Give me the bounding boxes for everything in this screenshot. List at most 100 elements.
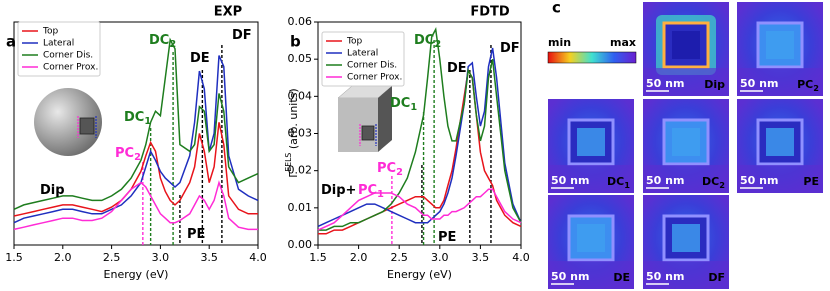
annotation: DC1 — [124, 110, 151, 128]
legend-label: Lateral — [347, 49, 378, 59]
annotation-sub: 2 — [134, 152, 141, 163]
map-label: Dip — [704, 78, 725, 91]
series-line — [317, 188, 522, 231]
map-core — [672, 128, 700, 156]
y-tick-label: 0.04 — [288, 89, 313, 102]
annotation: DE — [447, 61, 467, 76]
x-tick-label: 3.0 — [431, 251, 449, 264]
colorbar-max: max — [610, 36, 636, 49]
map-label-main: Dip — [704, 78, 725, 91]
y-axis-label-sup: EELS — [284, 153, 293, 172]
map-label: DC1 — [607, 175, 630, 190]
series-line — [13, 37, 259, 210]
chart-title: FDTD — [470, 5, 510, 20]
y-axis-label-symbol: Γ — [287, 171, 300, 178]
x-tick-label: 2.0 — [54, 251, 72, 264]
series-line — [13, 55, 259, 224]
x-tick-label: 3.5 — [200, 251, 218, 264]
y-tick-label: 0.03 — [288, 127, 313, 140]
map-core — [577, 224, 605, 252]
chart-title: EXP — [214, 5, 242, 20]
map-core — [577, 128, 605, 156]
annotation-sub: 1 — [377, 189, 384, 200]
eels-map: 50 nm DC1 — [548, 99, 634, 193]
map-core — [672, 224, 700, 252]
x-tick-label: 2.0 — [350, 251, 368, 264]
x-tick-label: 3.0 — [152, 251, 170, 264]
map-label-sub: 2 — [719, 180, 725, 190]
annotation-main: DC — [414, 33, 434, 48]
series-line — [318, 27, 522, 231]
legend-box — [321, 31, 405, 87]
scale-bar-label: 50 nm — [646, 77, 684, 90]
x-tick-label: 4.0 — [512, 251, 530, 264]
legend-label: Lateral — [43, 39, 74, 49]
y-axis-label-rest: (arb. units) — [287, 88, 300, 152]
map-label-main: PC — [797, 78, 813, 91]
map-core — [672, 31, 700, 59]
annotation: DC2 — [414, 33, 441, 51]
cube-inset — [337, 85, 393, 152]
x-tick-label: 1.5 — [309, 251, 327, 264]
eels-map: 50 nm PC2 — [737, 2, 823, 96]
map-frame — [756, 21, 804, 69]
map-label: DE — [613, 271, 630, 284]
legend-label: Corner Prox. — [347, 73, 402, 83]
scale-bar-label: 50 nm — [740, 77, 778, 90]
x-tick-label: 2.5 — [103, 251, 121, 264]
annotation-sub: 1 — [144, 116, 151, 127]
map-label-sub: 1 — [624, 180, 630, 190]
annotation-main: PC — [115, 146, 134, 161]
map-frame — [567, 118, 615, 166]
annotation: DF — [232, 28, 252, 43]
colorbar-min: min — [548, 36, 571, 49]
eels-map: 50 nm PE — [737, 99, 823, 193]
series-line — [317, 47, 522, 228]
map-label: DC2 — [702, 175, 725, 190]
annotation-main: PE — [187, 227, 205, 242]
y-tick-label: 0.06 — [288, 15, 313, 28]
y-tick-label: 0.02 — [288, 164, 313, 177]
eels-map: 50 nm DC2 — [643, 99, 729, 193]
annotation-main: DC — [390, 96, 410, 111]
scale-bar-label: 50 nm — [646, 270, 684, 283]
panel-label: b — [290, 33, 301, 51]
annotation: DC2 — [149, 33, 176, 51]
annotation-main: DE — [447, 61, 467, 76]
x-tick-label: 4.0 — [249, 251, 267, 264]
map-label-main: DC — [607, 175, 624, 188]
sphere-inset — [34, 88, 102, 156]
y-axis-label: ΓEELS (arb. units) — [284, 88, 300, 177]
scale-bar-label: 50 nm — [551, 270, 589, 283]
annotation-main: DC — [149, 33, 169, 48]
map-label: PE — [803, 175, 819, 188]
x-axis-label: Energy (eV) — [387, 268, 452, 281]
annotation: PE — [438, 230, 456, 245]
y-tick-label: 0.05 — [288, 52, 313, 65]
x-tick-label: 3.5 — [472, 251, 490, 264]
colorbar — [547, 51, 637, 64]
annotation: Dip+ — [321, 183, 356, 198]
x-tick-label: 2.5 — [390, 251, 408, 264]
legend-label: Corner Dis. — [43, 51, 93, 61]
annotation-sub: 2 — [434, 39, 441, 50]
legend-box — [17, 21, 101, 77]
scale-bar-label: 50 nm — [551, 174, 589, 187]
map-label-main: DC — [702, 175, 719, 188]
series-line — [13, 180, 258, 231]
map-label-main: DF — [708, 271, 725, 284]
legend-label: Corner Dis. — [347, 61, 397, 71]
legend-label: Top — [42, 27, 58, 37]
map-label: PC2 — [797, 78, 819, 93]
x-axis-label: Energy (eV) — [104, 268, 169, 281]
annotation-main: Dip+ — [321, 183, 356, 198]
annotation: DE — [190, 51, 210, 66]
scale-bar-label: 50 nm — [646, 174, 684, 187]
scale-bar-label: 50 nm — [740, 174, 778, 187]
y-tick-label: 0.00 — [288, 238, 313, 251]
map-label-main: PE — [803, 175, 819, 188]
annotation-main: DF — [500, 41, 520, 56]
panel-label: a — [6, 33, 16, 51]
annotation: Dip — [40, 183, 65, 198]
